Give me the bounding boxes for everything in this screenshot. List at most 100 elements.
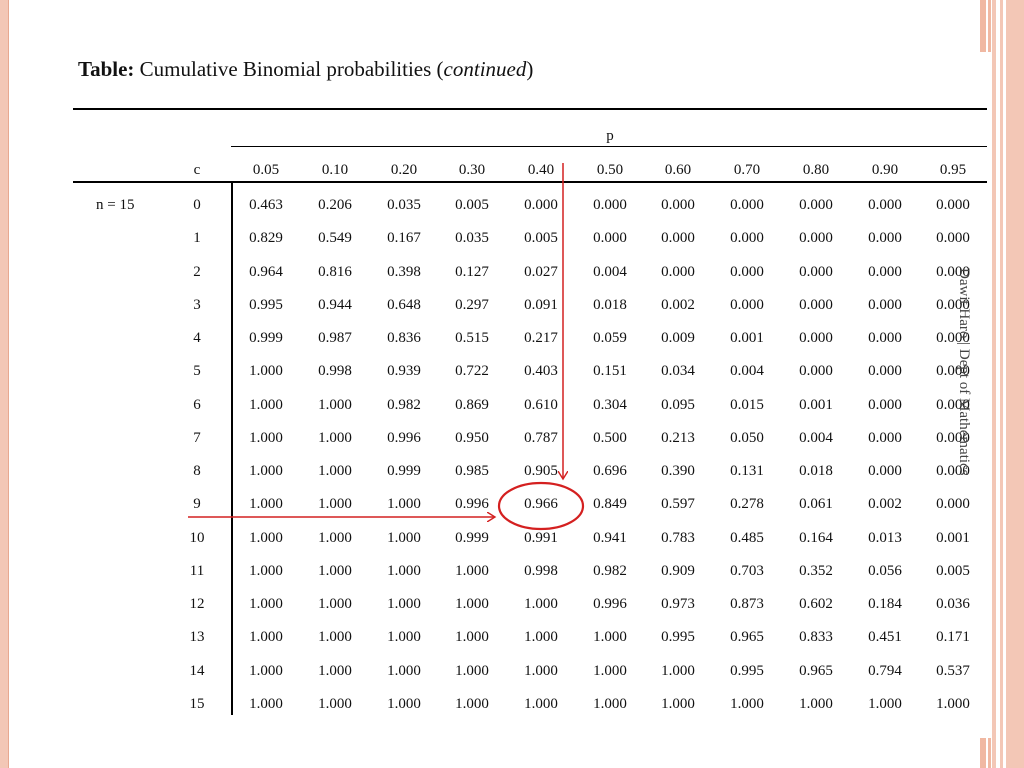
table-cell: 0.000 bbox=[936, 230, 970, 246]
table-cell: 0.000 bbox=[868, 363, 902, 379]
table-cell: 0.004 bbox=[593, 264, 627, 280]
table-cell: 0.018 bbox=[799, 463, 833, 479]
table-cell: 0.787 bbox=[524, 430, 558, 446]
table-cell: 1.000 bbox=[455, 629, 489, 645]
table-cell: 0.944 bbox=[318, 297, 352, 313]
table-cell: 1.000 bbox=[593, 696, 627, 712]
table-cell: 0.000 bbox=[936, 496, 970, 512]
table-cell: 1.000 bbox=[318, 463, 352, 479]
table-cell: 0.783 bbox=[661, 530, 695, 546]
table-cell: 1.000 bbox=[249, 596, 283, 612]
table-cell: 0.000 bbox=[799, 330, 833, 346]
table-cell: 0.352 bbox=[799, 563, 833, 579]
table-cell: 1.000 bbox=[318, 430, 352, 446]
table-cell: 1.000 bbox=[318, 629, 352, 645]
table-cell: 0.909 bbox=[661, 563, 695, 579]
table-cell: 0.000 bbox=[593, 230, 627, 246]
left-border-decoration bbox=[0, 0, 8, 768]
table-cell: 0.005 bbox=[455, 197, 489, 213]
table-cell: 0.027 bbox=[524, 264, 558, 280]
table-cell: 0.167 bbox=[387, 230, 421, 246]
table-cell: 0.537 bbox=[936, 663, 970, 679]
table-cell: 0.000 bbox=[868, 397, 902, 413]
table-cell: 0.965 bbox=[730, 629, 764, 645]
table-cell: 0.000 bbox=[868, 197, 902, 213]
table-cell: 0.000 bbox=[661, 264, 695, 280]
right-border-stripe bbox=[1000, 0, 1003, 768]
table-title-end: ) bbox=[526, 57, 534, 81]
table-cell: 1.000 bbox=[387, 496, 421, 512]
table-cell: 0.966 bbox=[524, 496, 558, 512]
c-value: 11 bbox=[189, 563, 205, 579]
p-column-header: 0.40 bbox=[527, 162, 555, 178]
table-title: Table: Cumulative Binomial probabilities… bbox=[78, 57, 533, 82]
table-cell: 0.999 bbox=[387, 463, 421, 479]
n-label: n = 15 bbox=[96, 197, 135, 213]
p-column-header: 0.80 bbox=[802, 162, 830, 178]
table-cell: 1.000 bbox=[455, 663, 489, 679]
table-cell: 0.000 bbox=[730, 297, 764, 313]
table-cell: 0.000 bbox=[936, 430, 970, 446]
table-cell: 0.982 bbox=[593, 563, 627, 579]
c-value: 0 bbox=[193, 197, 201, 213]
table-cell: 0.000 bbox=[936, 264, 970, 280]
table-cell: 0.164 bbox=[799, 530, 833, 546]
table-cell: 0.000 bbox=[799, 230, 833, 246]
p-column-header: 0.05 bbox=[252, 162, 280, 178]
table-cell: 0.500 bbox=[593, 430, 627, 446]
table-cell: 0.000 bbox=[730, 230, 764, 246]
table-cell: 1.000 bbox=[249, 663, 283, 679]
table-cell: 0.000 bbox=[868, 463, 902, 479]
c-value: 3 bbox=[193, 297, 201, 313]
table-cell: 1.000 bbox=[387, 663, 421, 679]
table-cell: 0.403 bbox=[524, 363, 558, 379]
table-cell: 1.000 bbox=[249, 496, 283, 512]
table-cell: 0.002 bbox=[661, 297, 695, 313]
table-cell: 0.036 bbox=[936, 596, 970, 612]
table-cell: 0.964 bbox=[249, 264, 283, 280]
table-cell: 0.995 bbox=[249, 297, 283, 313]
table-cell: 0.034 bbox=[661, 363, 695, 379]
table-cell: 1.000 bbox=[387, 563, 421, 579]
c-value: 12 bbox=[189, 596, 205, 612]
table-cell: 0.000 bbox=[936, 330, 970, 346]
table-cell: 0.816 bbox=[318, 264, 352, 280]
p-column-header: 0.30 bbox=[458, 162, 486, 178]
table-cell: 0.390 bbox=[661, 463, 695, 479]
table-cell: 0.982 bbox=[387, 397, 421, 413]
table-cell: 1.000 bbox=[318, 596, 352, 612]
table-cell: 0.836 bbox=[387, 330, 421, 346]
table-cell: 0.004 bbox=[730, 363, 764, 379]
table-cell: 0.000 bbox=[730, 264, 764, 280]
table-cell: 1.000 bbox=[524, 629, 558, 645]
table-cell: 0.005 bbox=[936, 563, 970, 579]
c-value: 14 bbox=[189, 663, 205, 679]
c-value: 8 bbox=[193, 463, 201, 479]
table-cell: 0.127 bbox=[455, 264, 489, 280]
table-cell: 1.000 bbox=[318, 530, 352, 546]
table-cell: 0.905 bbox=[524, 463, 558, 479]
table-cell: 0.035 bbox=[387, 197, 421, 213]
c-header: c bbox=[193, 162, 201, 178]
table-cell: 0.485 bbox=[730, 530, 764, 546]
p-column-header: 0.70 bbox=[733, 162, 761, 178]
table-cell: 0.996 bbox=[387, 430, 421, 446]
table-cell: 0.000 bbox=[799, 297, 833, 313]
table-cell: 1.000 bbox=[455, 696, 489, 712]
table-cell: 0.398 bbox=[387, 264, 421, 280]
table-cell: 1.000 bbox=[455, 563, 489, 579]
table-cell: 0.000 bbox=[936, 397, 970, 413]
table-cell: 0.597 bbox=[661, 496, 695, 512]
table-cell: 1.000 bbox=[249, 397, 283, 413]
table-cell: 1.000 bbox=[730, 696, 764, 712]
table-cell: 0.000 bbox=[524, 197, 558, 213]
table-cell: 0.696 bbox=[593, 463, 627, 479]
table-cell: 1.000 bbox=[249, 696, 283, 712]
table-cell: 0.000 bbox=[936, 463, 970, 479]
table-cell: 0.722 bbox=[455, 363, 489, 379]
table-cell: 1.000 bbox=[318, 397, 352, 413]
table-cell: 1.000 bbox=[387, 629, 421, 645]
c-value: 6 bbox=[193, 397, 201, 413]
table-cell: 1.000 bbox=[387, 530, 421, 546]
p-column-header: 0.20 bbox=[390, 162, 418, 178]
